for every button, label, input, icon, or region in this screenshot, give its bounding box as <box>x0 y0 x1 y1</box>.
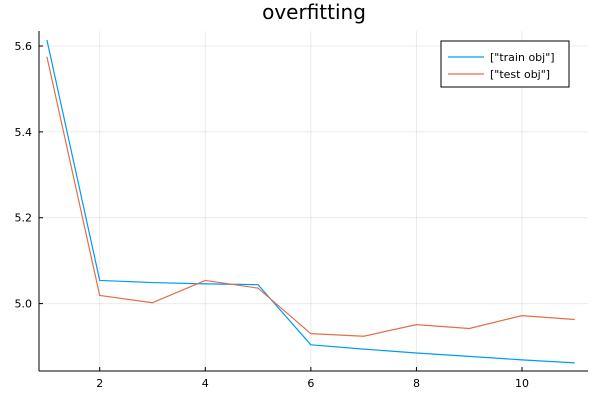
chart-title: overfitting <box>262 0 366 24</box>
series <box>46 39 575 364</box>
tick-labels: 2 4 6 8 10 5.0 5.2 5.4 5.6 <box>15 40 530 390</box>
legend-box <box>440 40 570 88</box>
y-tick-label: 5.2 <box>15 212 33 225</box>
legend-label-train-obj: ["train obj"] <box>490 51 555 64</box>
series-line-train-obj <box>46 39 575 364</box>
series-line-test-obj <box>46 56 575 337</box>
x-tick-label: 2 <box>96 377 103 390</box>
axes <box>38 31 588 372</box>
legend: ["train obj"] ["test obj"] <box>440 40 570 88</box>
y-tick-label: 5.4 <box>15 126 33 139</box>
y-tick-label: 5.0 <box>15 298 33 311</box>
y-tick-label: 5.6 <box>15 40 33 53</box>
x-tick-label: 4 <box>202 377 209 390</box>
legend-label-test-obj: ["test obj"] <box>490 68 550 81</box>
x-tick-label: 8 <box>413 377 420 390</box>
x-tick-label: 10 <box>515 377 529 390</box>
x-tick-label: 6 <box>307 377 314 390</box>
